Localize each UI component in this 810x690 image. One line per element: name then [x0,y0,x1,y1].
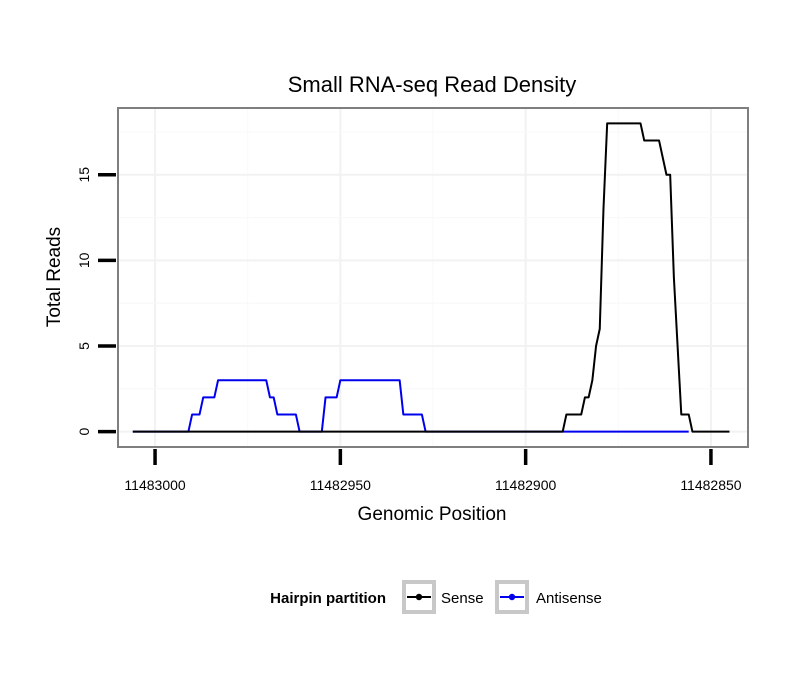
y-tick-label: 0 [76,427,92,435]
series-line-antisense [132,379,689,433]
y-tick-label: 5 [76,342,92,350]
y-axis-title: Total Reads [44,227,65,327]
x-tick-label: 11483000 [124,477,185,493]
plot-panel [117,107,749,448]
chart-title: Small RNA-seq Read Density [288,72,577,97]
legend-item-sense: Sense [402,580,484,614]
legend-point-antisense [508,593,516,601]
x-tick-label: 11482850 [680,477,741,493]
legend-point-sense [415,593,423,601]
series-line-sense [132,122,730,433]
x-tick-label: 11482950 [310,477,371,493]
legend-label-sense: Sense [441,590,484,607]
legend-title: Hairpin partition [270,590,386,607]
y-axis: 0 5 10 15 [76,167,116,435]
y-tick-label: 15 [76,167,92,183]
x-tick-label: 11482900 [495,477,556,493]
legend: Hairpin partition Sense Antisense [270,580,602,614]
panel-border [117,107,749,448]
y-tick-label: 10 [76,252,92,268]
legend-label-antisense: Antisense [536,590,602,607]
legend-item-antisense: Antisense [495,580,602,614]
x-axis-title: Genomic Position [358,504,507,525]
series-lines [132,122,730,433]
x-axis: 11483000 11482950 11482900 11482850 [124,449,742,493]
